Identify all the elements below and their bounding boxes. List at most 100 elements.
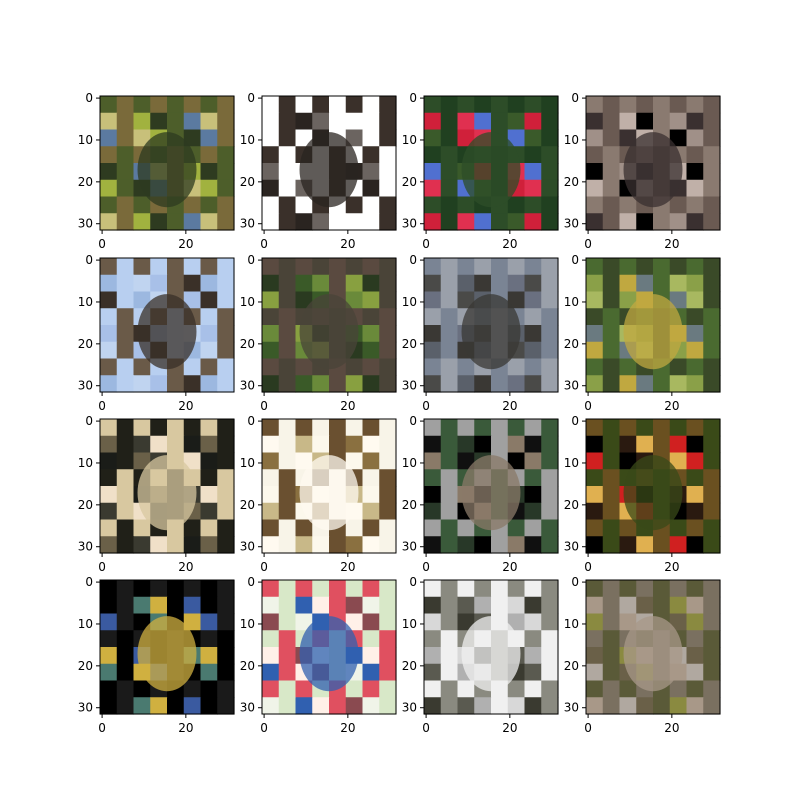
image-pixel-block <box>602 613 621 631</box>
image-pixel-block <box>703 486 721 504</box>
image-pixel-block <box>295 596 313 615</box>
image-pixel-block <box>491 580 509 598</box>
image-pixel-block <box>345 580 364 598</box>
image-pixel-block <box>507 274 526 293</box>
image-pixel-block <box>133 580 151 598</box>
image-pixel-block <box>636 419 654 437</box>
image-pixel-block <box>440 580 459 598</box>
image-pixel-block <box>362 341 380 360</box>
image-pixel-block <box>703 146 721 164</box>
image-pixel-block <box>133 536 151 554</box>
image-pixel-block <box>362 163 380 181</box>
y-tick-label: 30 <box>240 379 255 393</box>
image-pixel-block <box>636 596 654 615</box>
image-pixel-block <box>703 112 721 131</box>
y-tick-label: 10 <box>564 133 579 147</box>
image-pixel-block <box>116 146 135 164</box>
image-pixel-block <box>524 196 542 214</box>
image-pixel-block <box>703 341 721 360</box>
image-pixel-block <box>602 663 621 682</box>
image-pixel-block <box>100 613 118 631</box>
image-pixel-block <box>150 536 168 554</box>
image-pixel-block <box>133 213 151 231</box>
image-pixel-block <box>116 213 135 231</box>
image-pixel-block <box>278 96 297 114</box>
image-pixel-block <box>379 96 397 114</box>
image-pixel-block <box>200 341 218 360</box>
image-pixel-block <box>312 580 330 598</box>
image-pixel-block <box>424 112 442 131</box>
image-pixel-block <box>379 435 397 454</box>
image-pixel-block <box>362 663 380 682</box>
image-pixel-block <box>278 596 297 615</box>
image-pixel-block <box>262 486 280 504</box>
image-pixel-block <box>217 697 235 715</box>
image-pixel-block <box>116 341 135 360</box>
image-pixel-block <box>619 375 637 393</box>
image-pixel-block <box>619 213 637 231</box>
image-pixel-block <box>278 325 297 343</box>
image-pixel-block <box>686 96 704 114</box>
image-pixel-block <box>686 163 704 181</box>
image-pixel-block <box>653 112 671 131</box>
image-pixel-block <box>424 596 442 615</box>
image-pixel-block <box>457 596 475 615</box>
x-tick-label: 20 <box>340 560 355 574</box>
image-pixel-block <box>217 596 235 615</box>
image-pixel-block <box>362 596 380 615</box>
image-pixel-block <box>217 213 235 231</box>
image-pixel-block <box>345 96 364 114</box>
image-pixel-block <box>262 580 280 598</box>
image-pixel-block <box>362 697 380 715</box>
image-pixel-block <box>586 596 604 615</box>
image-pixel-block <box>686 325 704 343</box>
image-pixel-block <box>217 536 235 554</box>
y-tick-label: 0 <box>409 91 417 105</box>
image-pixel-block <box>362 452 380 470</box>
image-pixel-block <box>362 519 380 537</box>
image-pixel-block <box>507 112 526 131</box>
image-pixel-block <box>345 274 364 293</box>
image-pixel-block <box>100 196 118 214</box>
image-pixel-block <box>133 680 151 698</box>
image-pixel-block <box>295 697 313 715</box>
image-panel: 0 10 20 30 0 20 <box>240 253 397 413</box>
image-panel: 0 10 20 30 0 20 <box>564 253 721 413</box>
image-pixel-block <box>686 308 704 326</box>
image-pixel-block <box>379 179 397 198</box>
image-pixel-block <box>379 486 397 504</box>
image-pixel-block <box>100 536 118 554</box>
image-pixel-block <box>636 580 654 598</box>
image-pixel-block <box>474 435 492 454</box>
image-pixel-block <box>491 274 509 293</box>
image-pixel-block <box>586 179 604 198</box>
image-pixel-block <box>217 630 235 648</box>
image-pixel-block <box>636 536 654 554</box>
image-pixel-block <box>507 613 526 631</box>
image-pixel-block <box>524 419 542 437</box>
y-tick-label: 30 <box>564 701 579 715</box>
image-pixel-block <box>278 341 297 360</box>
x-tick-label: 0 <box>422 399 430 413</box>
image-subject <box>137 132 197 208</box>
image-pixel-block <box>457 358 475 376</box>
image-pixel-block <box>524 580 542 598</box>
image-pixel-block <box>217 179 235 198</box>
image-pixel-block <box>686 112 704 131</box>
y-tick-label: 30 <box>402 701 417 715</box>
image-pixel-block <box>491 213 509 231</box>
image-pixel-block <box>703 419 721 437</box>
image-pixel-block <box>100 502 118 521</box>
y-tick-label: 0 <box>409 253 417 267</box>
image-pixel-block <box>200 291 218 309</box>
image-pixel-block <box>440 630 459 648</box>
image-pixel-block <box>345 519 364 537</box>
image-pixel-block <box>379 291 397 309</box>
image-pixel-block <box>100 486 118 504</box>
y-tick-label: 10 <box>402 617 417 631</box>
image-pixel-block <box>183 580 202 598</box>
image-pixel-block <box>440 146 459 164</box>
image-pixel-block <box>541 163 559 181</box>
image-pixel-block <box>278 647 297 665</box>
image-pixel-block <box>379 419 397 437</box>
